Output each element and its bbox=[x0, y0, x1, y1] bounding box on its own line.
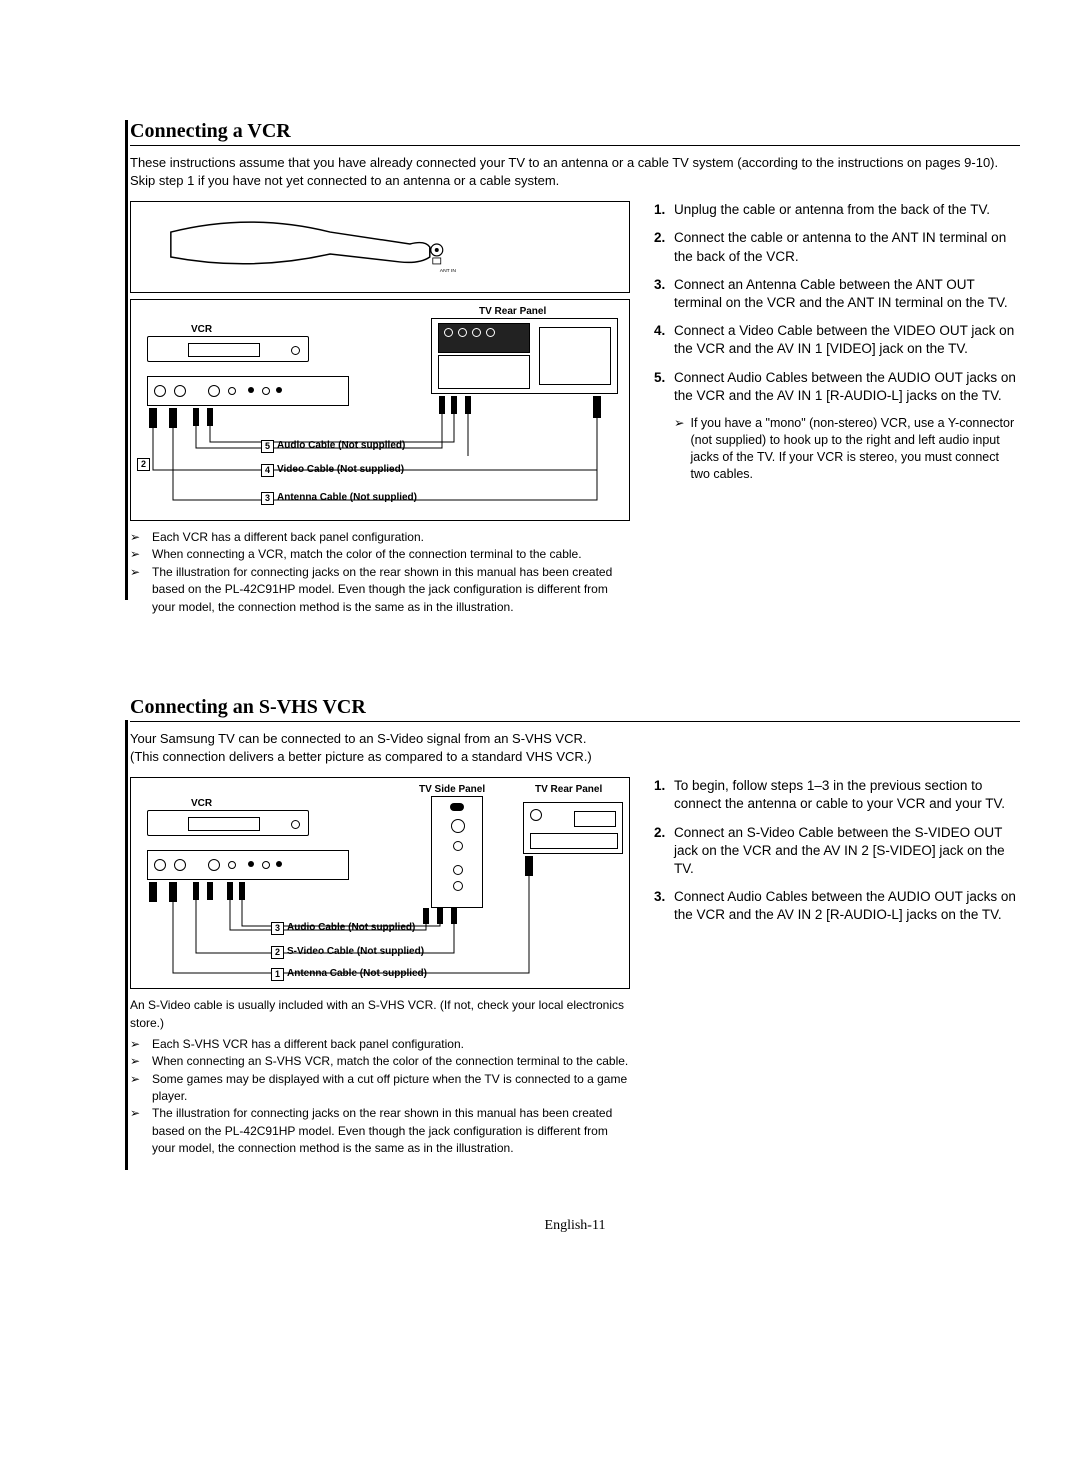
subnote-text: If you have a "mono" (non-stereo) VCR, u… bbox=[690, 415, 1020, 483]
section1-title: Connecting a VCR bbox=[130, 120, 1020, 143]
step-num: 5. bbox=[654, 369, 674, 405]
step-text: Connect the cable or antenna to the ANT … bbox=[674, 229, 1020, 265]
arrow-icon: ➢ bbox=[130, 564, 144, 616]
diagram2-num-2: 2 bbox=[271, 946, 284, 959]
arrow-icon: ➢ bbox=[130, 1105, 144, 1157]
diagram2-num-1: 1 bbox=[271, 968, 284, 981]
section1-right: 1.Unplug the cable or antenna from the b… bbox=[654, 201, 1020, 616]
hand-illustration-icon: ANT IN bbox=[131, 202, 629, 292]
section1-notes: ➢ Each VCR has a different back panel con… bbox=[130, 529, 630, 616]
arrow-icon: ➢ bbox=[130, 529, 144, 546]
step-text: Connect an Antenna Cable between the ANT… bbox=[674, 276, 1020, 312]
hand-diagram: ANT IN bbox=[130, 201, 630, 293]
section2-notes: An S-Video cable is usually included wit… bbox=[130, 997, 630, 1158]
arrow-icon: ➢ bbox=[130, 1036, 144, 1053]
cable3-label2: Audio Cable (Not supplied) bbox=[287, 922, 415, 933]
arrow-icon: ➢ bbox=[130, 1071, 144, 1106]
section2-intro: Your Samsung TV can be connected to an S… bbox=[130, 730, 1020, 765]
step-num: 1. bbox=[654, 201, 674, 219]
section2-columns: TV Side Panel TV Rear Panel VCR bbox=[130, 777, 1020, 1158]
note-text: When connecting a VCR, match the color o… bbox=[152, 546, 582, 563]
step-text: Connect a Video Cable between the VIDEO … bbox=[674, 322, 1020, 358]
pre-note-text: An S-Video cable is usually included wit… bbox=[130, 998, 624, 1029]
cable4-label: Video Cable (Not supplied) bbox=[277, 464, 404, 475]
section2-steps: 1.To begin, follow steps 1–3 in the prev… bbox=[654, 777, 1020, 925]
step-text: Unplug the cable or antenna from the bac… bbox=[674, 201, 990, 219]
cable2-label2: S-Video Cable (Not supplied) bbox=[287, 946, 424, 957]
cable5-label: Audio Cable (Not supplied) bbox=[277, 440, 405, 451]
step-text: Connect Audio Cables between the AUDIO O… bbox=[674, 888, 1020, 924]
cable1-label2: Antenna Cable (Not supplied) bbox=[287, 968, 427, 979]
diagram-boxnum-2: 2 bbox=[137, 458, 150, 471]
diagram-num-5: 5 bbox=[261, 440, 274, 453]
arrow-icon: ➢ bbox=[130, 1053, 144, 1070]
manual-page: Connecting a VCR These instructions assu… bbox=[0, 0, 1080, 1294]
note-text: Each S-VHS VCR has a different back pane… bbox=[152, 1036, 464, 1053]
step-text: Connect Audio Cables between the AUDIO O… bbox=[674, 369, 1020, 405]
vcr-connection-diagram: TV Rear Panel VCR bbox=[130, 299, 630, 521]
intro-line2: (This connection delivers a better pictu… bbox=[130, 749, 592, 764]
section1-intro: These instructions assume that you have … bbox=[130, 154, 1020, 189]
section1-subnote: ➢ If you have a "mono" (non-stereo) VCR,… bbox=[654, 415, 1020, 483]
cable3-label: Antenna Cable (Not supplied) bbox=[277, 492, 417, 503]
arrow-icon: ➢ bbox=[130, 546, 144, 563]
section2-right: 1.To begin, follow steps 1–3 in the prev… bbox=[654, 777, 1020, 1158]
diagram-num-4: 4 bbox=[261, 464, 274, 477]
page-footer: English-11 bbox=[130, 1218, 1020, 1234]
diagram2-num-3: 3 bbox=[271, 922, 284, 935]
step-num: 2. bbox=[654, 229, 674, 265]
step-num: 1. bbox=[654, 777, 674, 813]
note-text: The illustration for connecting jacks on… bbox=[152, 564, 630, 616]
arrow-icon: ➢ bbox=[674, 415, 684, 483]
section1-vertical-bar bbox=[125, 120, 128, 600]
section2-title: Connecting an S-VHS VCR bbox=[130, 696, 1020, 719]
section1-columns: ANT IN TV Rear Panel VCR bbox=[130, 201, 1020, 616]
section1-left: ANT IN TV Rear Panel VCR bbox=[130, 201, 630, 616]
note-text: When connecting an S-VHS VCR, match the … bbox=[152, 1053, 628, 1070]
step-num: 4. bbox=[654, 322, 674, 358]
cable-lines-icon bbox=[131, 300, 629, 520]
step-num: 3. bbox=[654, 888, 674, 924]
section2-left: TV Side Panel TV Rear Panel VCR bbox=[130, 777, 630, 1158]
note-text: Some games may be displayed with a cut o… bbox=[152, 1071, 630, 1106]
section2-vertical-bar bbox=[125, 720, 128, 1170]
step-text: To begin, follow steps 1–3 in the previo… bbox=[674, 777, 1020, 813]
intro-line1: Your Samsung TV can be connected to an S… bbox=[130, 731, 586, 746]
section1-steps: 1.Unplug the cable or antenna from the b… bbox=[654, 201, 1020, 405]
step-text: Connect an S-Video Cable between the S-V… bbox=[674, 824, 1020, 879]
step-num: 3. bbox=[654, 276, 674, 312]
note-text: The illustration for connecting jacks on… bbox=[152, 1105, 630, 1157]
diagram-num-3: 3 bbox=[261, 492, 274, 505]
note-text: Each VCR has a different back panel conf… bbox=[152, 529, 424, 546]
step-num: 2. bbox=[654, 824, 674, 879]
svg-text:ANT IN: ANT IN bbox=[440, 268, 457, 274]
section1-rule bbox=[130, 145, 1020, 146]
section2-rule bbox=[130, 721, 1020, 722]
svhs-connection-diagram: TV Side Panel TV Rear Panel VCR bbox=[130, 777, 630, 989]
